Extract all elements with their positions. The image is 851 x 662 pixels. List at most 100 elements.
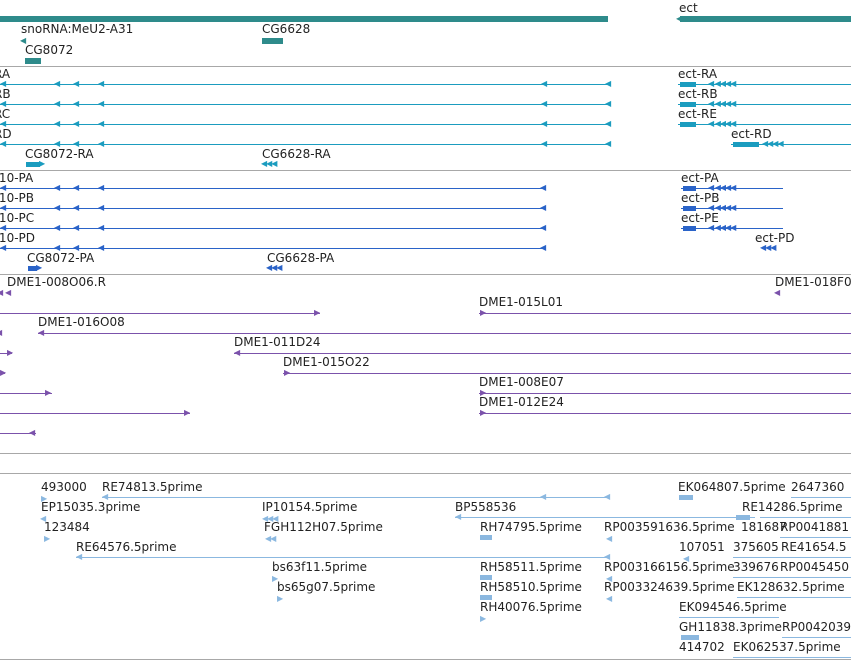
est-glyph[interactable]: ◀ <box>606 574 612 583</box>
est-label: RH58510.5prime <box>480 580 582 594</box>
clone-glyph[interactable]: ◀ <box>0 289 3 297</box>
transcript-label: ect-RA <box>678 67 718 81</box>
clone-glyph: ▶ <box>480 408 486 417</box>
clone-glyph[interactable]: ◀ <box>0 329 2 337</box>
clone-glyph: ◀ <box>29 428 35 437</box>
transcript-line[interactable] <box>678 124 851 125</box>
clone-line[interactable] <box>479 393 851 394</box>
est-glyph[interactable] <box>480 535 492 540</box>
est-glyph: ◀ <box>76 552 82 561</box>
transcript-line[interactable] <box>0 84 610 85</box>
est-glyph[interactable] <box>480 575 492 580</box>
transcript-cg8072-ra[interactable] <box>26 162 40 167</box>
track-separator <box>0 659 851 660</box>
clone-line[interactable] <box>0 413 190 414</box>
est-glyph[interactable]: ◀ <box>606 594 612 603</box>
est-line[interactable] <box>455 517 755 518</box>
est-glyph <box>736 515 750 520</box>
protein-cg8072-pa[interactable] <box>28 266 37 271</box>
est-line[interactable] <box>102 497 610 498</box>
clone-line[interactable] <box>479 313 851 314</box>
transcript-line[interactable] <box>0 124 610 125</box>
est-line[interactable] <box>782 637 851 638</box>
est-glyph[interactable] <box>480 595 492 600</box>
clone-line[interactable] <box>0 313 320 314</box>
protein-exons: ◀ ◀◀◀◀ <box>708 183 736 192</box>
gene-bar[interactable] <box>0 16 608 22</box>
est-glyph[interactable]: ▶ <box>480 614 486 623</box>
clone-glyph: ▶ <box>480 388 486 397</box>
protein-line[interactable] <box>0 248 546 249</box>
transcript-cg6628-ra[interactable]: ◀◀◀ <box>261 159 278 168</box>
clone-line[interactable] <box>38 333 851 334</box>
est-label: RE41654.5 <box>781 540 847 554</box>
est-glyph[interactable]: ◀◀ <box>265 534 276 543</box>
est-glyph[interactable] <box>679 495 693 500</box>
protein-line[interactable] <box>681 208 783 209</box>
clone-glyph[interactable]: ◀ <box>774 288 780 297</box>
est-label: RP0041881 <box>780 520 850 534</box>
protein-line[interactable] <box>0 228 546 229</box>
est-glyph[interactable] <box>681 635 699 640</box>
transcript-label: ect-RE <box>678 107 717 121</box>
est-glyph[interactable]: ◀ <box>606 534 612 543</box>
protein-label: CG6628-PA <box>267 251 335 265</box>
clone-glyph: ▶ <box>0 368 6 377</box>
est-glyph[interactable]: ◀ <box>683 554 689 563</box>
protein-cg6628-pa[interactable]: ◀◀◀ <box>266 263 283 272</box>
est-line[interactable] <box>679 617 779 618</box>
track-separator <box>0 453 851 454</box>
est-line[interactable] <box>733 657 851 658</box>
gene-label: snoRNA:MeU2-A31 <box>21 22 134 36</box>
transcript-exon <box>680 82 696 87</box>
gene-ect[interactable] <box>680 16 851 22</box>
protein-line[interactable] <box>0 208 546 209</box>
est-line[interactable] <box>737 597 851 598</box>
clone-line[interactable] <box>479 413 851 414</box>
transcript-line[interactable] <box>731 144 851 145</box>
est-label: 123484 <box>44 520 90 534</box>
gene-cg8072[interactable] <box>25 58 41 64</box>
transcript-label: CG6628-RA <box>262 147 331 161</box>
est-label: 181687 <box>741 520 787 534</box>
protein-line[interactable] <box>681 188 783 189</box>
clone-line[interactable] <box>283 373 851 374</box>
gene-cg6628[interactable] <box>262 38 283 44</box>
est-line[interactable] <box>780 537 851 538</box>
protein-line[interactable] <box>681 228 783 229</box>
protein-exons: ◀ ◀◀◀◀ <box>708 203 736 212</box>
est-glyph[interactable]: ◀ <box>40 514 46 523</box>
est-label: RE14286.5prime <box>742 500 843 514</box>
transcript-line[interactable] <box>0 144 610 145</box>
est-label: RE64576.5prime <box>76 540 177 554</box>
clone-line[interactable] <box>0 373 5 374</box>
est-glyph[interactable]: ▶ <box>44 534 50 543</box>
transcript-exons: ◀ ◀◀◀◀ <box>708 119 736 128</box>
protein-line[interactable] <box>0 188 546 189</box>
est-glyph: ◀ <box>540 492 546 501</box>
est-line[interactable] <box>791 497 851 498</box>
clone-line[interactable] <box>0 353 12 354</box>
protein-exons[interactable]: ◀◀◀ <box>760 243 777 252</box>
est-glyph[interactable]: ▶ <box>277 594 283 603</box>
transcript-line[interactable] <box>678 84 851 85</box>
est-line[interactable] <box>760 517 851 518</box>
clone-glyph[interactable]: ◀ <box>5 288 11 297</box>
clone-label: DME1-016O08 <box>38 315 125 329</box>
clone-line[interactable] <box>234 353 851 354</box>
protein-label: CG8072-PA <box>27 251 95 265</box>
est-line[interactable] <box>733 557 851 558</box>
transcript-exons: ◀ ◀◀◀◀ <box>708 79 736 88</box>
clone-line[interactable] <box>0 433 36 434</box>
clone-line[interactable] <box>0 393 52 394</box>
transcript-line[interactable] <box>678 104 851 105</box>
est-line[interactable] <box>76 557 610 558</box>
gene-snorna-arrow[interactable]: ◀ <box>20 36 26 45</box>
est-label: 339676 <box>733 560 779 574</box>
clone-glyph: ◀ <box>38 328 44 337</box>
est-glyph[interactable]: ▶ <box>272 574 278 583</box>
est-glyph[interactable]: ◀◀◀ <box>262 514 279 523</box>
est-line[interactable] <box>733 577 851 578</box>
transcript-line[interactable] <box>0 104 610 105</box>
est-glyph[interactable]: ▶ <box>41 494 47 503</box>
